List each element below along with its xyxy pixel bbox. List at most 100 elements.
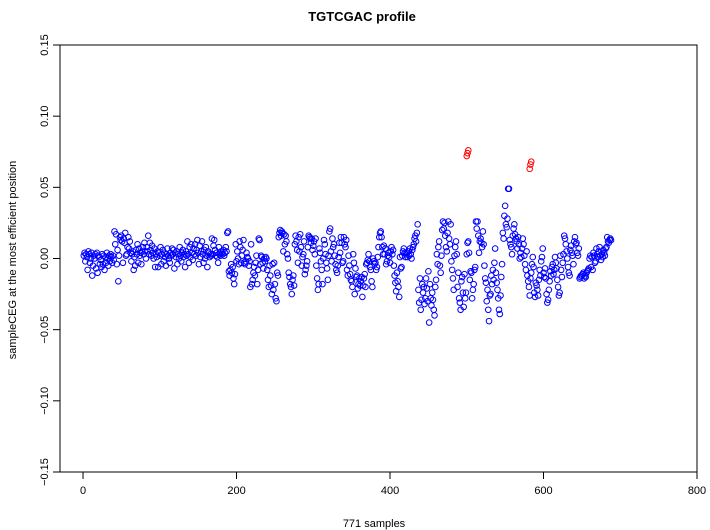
data-point: [290, 282, 298, 289]
data-point: [342, 236, 350, 244]
data-point: [515, 240, 523, 248]
data-point: [503, 223, 510, 231]
data-point: [483, 297, 491, 305]
data-point: [299, 250, 307, 258]
data-point: [525, 283, 533, 291]
data-point: [435, 243, 442, 251]
data-point: [338, 239, 345, 247]
data-point: [433, 250, 441, 258]
data-point: [222, 243, 230, 251]
data-point: [514, 233, 522, 241]
y-axis: −0.15 −0.10 −0.05 0.00 0.05 0.10 0.15: [39, 34, 60, 486]
data-point: [241, 260, 249, 268]
data-point: [389, 250, 396, 258]
data-point: [575, 245, 583, 252]
y-tick-label: 0.05: [39, 177, 51, 198]
data-point-highlight: [464, 149, 471, 157]
data-point: [538, 253, 546, 261]
data-point: [119, 259, 127, 267]
data-point: [323, 259, 330, 267]
data-point: [298, 262, 306, 269]
data-point: [607, 236, 615, 244]
data-point: [207, 252, 215, 259]
data-point: [557, 266, 565, 274]
data-point: [223, 248, 230, 255]
data-point: [562, 240, 570, 248]
data-point: [339, 258, 347, 265]
data-point: [164, 245, 171, 252]
data-point: [400, 245, 408, 252]
data-point-highlight: [526, 165, 533, 173]
data-point: [447, 221, 454, 228]
data-point: [128, 258, 135, 265]
data-point: [426, 280, 434, 288]
y-tick-label: 0.10: [39, 105, 51, 126]
data-point: [195, 260, 203, 268]
data-point: [284, 255, 292, 262]
data-point: [365, 250, 372, 258]
data-point: [274, 272, 282, 279]
data-point: [537, 258, 545, 265]
data-point: [374, 253, 382, 261]
data-point: [497, 273, 505, 281]
data-point: [285, 269, 293, 277]
data-point: [322, 250, 329, 258]
data-point: [84, 266, 91, 274]
data-point: [540, 273, 548, 281]
data-point: [333, 269, 341, 277]
data-point: [323, 265, 331, 272]
data-point: [497, 292, 504, 299]
data-point: [260, 265, 267, 272]
data-point: [473, 225, 481, 232]
data-point: [360, 275, 368, 282]
data-point: [422, 275, 430, 282]
data-point: [113, 260, 121, 268]
data-point: [336, 249, 344, 257]
data-point: [429, 296, 437, 304]
data-point: [418, 296, 425, 304]
data-point: [455, 295, 463, 302]
data-point: [560, 232, 568, 240]
data-point: [326, 228, 333, 235]
data-point: [477, 235, 484, 242]
data-point: [557, 252, 564, 259]
data-point: [461, 270, 468, 278]
data-point: [468, 295, 476, 302]
data-point: [349, 283, 356, 291]
data-point: [527, 269, 535, 277]
data-point: [414, 221, 421, 228]
data-point: [436, 262, 444, 269]
data-point: [545, 286, 553, 294]
data-point: [224, 228, 232, 235]
data-point: [288, 290, 296, 298]
data-point: [580, 275, 588, 282]
data-point: [452, 238, 460, 245]
data-point: [341, 240, 349, 248]
data-point: [481, 275, 489, 282]
data-point: [313, 275, 321, 282]
data-point: [174, 260, 181, 268]
data-point: [271, 280, 279, 288]
data-point: [563, 255, 571, 262]
data-point: [474, 218, 481, 225]
data-point: [574, 252, 582, 259]
data-point: [479, 228, 487, 235]
y-tick-label: 0.00: [39, 248, 51, 269]
data-point: [314, 286, 322, 294]
x-tick-label: 400: [381, 485, 399, 497]
data-point: [372, 259, 379, 267]
data-point: [555, 292, 563, 299]
data-point: [425, 268, 432, 275]
data-point: [425, 319, 433, 326]
data-point: [133, 250, 141, 258]
data-point: [488, 280, 496, 288]
data-point: [466, 276, 474, 284]
data-point: [573, 239, 580, 247]
data-point: [115, 252, 123, 259]
data-point: [266, 262, 273, 269]
data-point: [507, 240, 514, 248]
data-point: [556, 289, 563, 296]
data-point: [260, 255, 268, 262]
x-tick-label: 600: [534, 485, 552, 497]
